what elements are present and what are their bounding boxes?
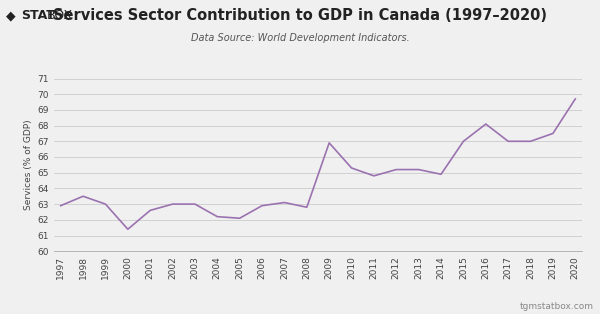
Text: BOX: BOX xyxy=(47,9,73,22)
Text: Data Source: World Development Indicators.: Data Source: World Development Indicator… xyxy=(191,33,409,43)
Text: STAT: STAT xyxy=(21,9,55,22)
Y-axis label: Services (% of GDP): Services (% of GDP) xyxy=(25,120,34,210)
Text: tgmstatbox.com: tgmstatbox.com xyxy=(520,302,594,311)
Text: Services Sector Contribution to GDP in Canada (1997–2020): Services Sector Contribution to GDP in C… xyxy=(53,8,547,23)
Text: ◆: ◆ xyxy=(6,9,16,22)
